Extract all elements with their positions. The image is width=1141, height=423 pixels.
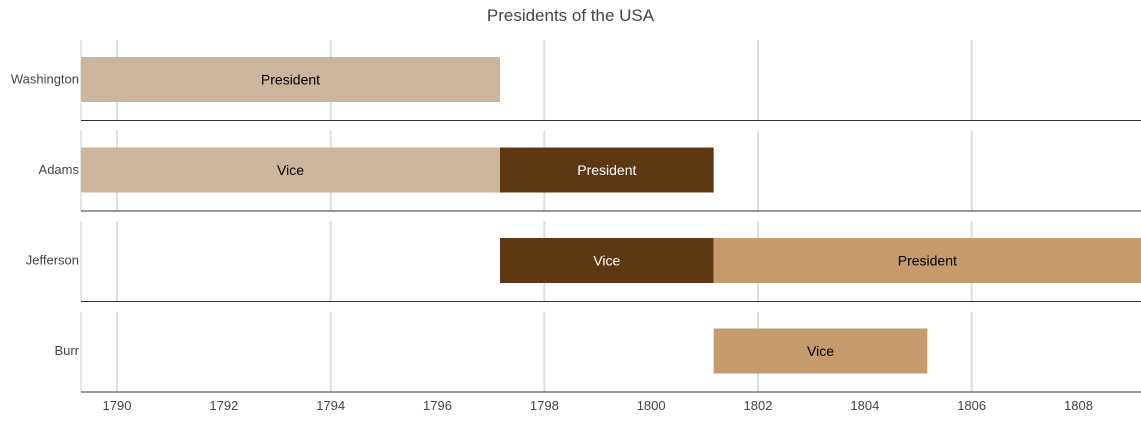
x-tick-label: 1794: [316, 398, 345, 413]
row-labels: Washington Adams Jefferson Burr: [11, 72, 80, 359]
x-tick-label: 1808: [1064, 398, 1093, 413]
bar-label: President: [577, 162, 636, 178]
x-tick-label: 1796: [423, 398, 452, 413]
x-tick-label: 1792: [209, 398, 238, 413]
x-tick-label: 1804: [850, 398, 879, 413]
bar-label: Vice: [807, 343, 834, 359]
bars: President Vice President Vice President Vice: [81, 57, 1141, 374]
row-label: Jefferson: [26, 253, 79, 268]
row-label: Washington: [11, 72, 79, 87]
x-tick-label: 1800: [637, 398, 666, 413]
row-label: Burr: [54, 343, 79, 358]
x-tick-label: 1790: [103, 398, 132, 413]
x-tick-label: 1802: [744, 398, 773, 413]
bar-label: Vice: [593, 253, 620, 269]
x-tick-label: 1798: [530, 398, 559, 413]
bar-label: President: [261, 72, 320, 88]
bar-label: Vice: [277, 162, 304, 178]
x-tick-label: 1806: [957, 398, 986, 413]
bar-label: President: [898, 253, 957, 269]
x-axis-ticks: 1790 1792 1794 1796 1798 1800 1802 1804 1806 1808: [103, 398, 1093, 413]
row-label: Adams: [39, 162, 80, 177]
